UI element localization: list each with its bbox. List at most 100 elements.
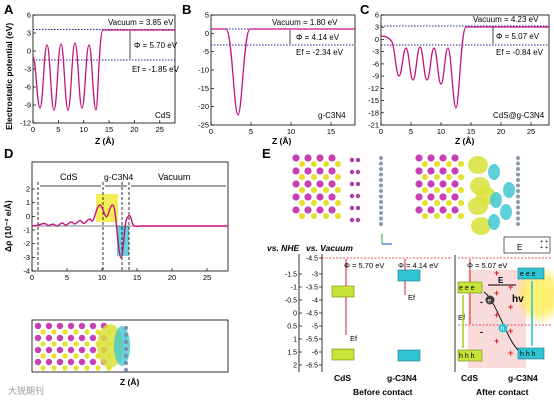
panel-a-xtick-label: 20 [130,125,138,134]
panel-e-cd-right-atom [427,193,435,201]
panel-d-x-ticks: 0 5 10 15 20 25 [30,268,211,282]
panel-e-vac-tick-label: -4 [312,298,318,305]
panel-e-cd-right-atom [451,154,459,162]
panel-d-s-atom [73,365,79,371]
panel-a-ytick-label: -3 [24,65,31,74]
panel-e-recombination-path [483,291,519,351]
panel-c-ytick-label: -18 [368,108,379,117]
panel-d-cd-atom [67,322,75,330]
panel-d-yellow-region [96,194,118,222]
panel-e-s-left-atom [311,161,317,167]
panel-e-side-cd-atom [349,217,355,223]
panel-e-field-box-plus: + [545,245,548,251]
panel-e-cn-right-atom [516,156,520,160]
panel-d-xtick-label: 0 [30,273,34,282]
panel-e-cd-left-atom [304,154,312,162]
panel-b-x-ticks: 0 5 10 15 [209,122,335,136]
panel-e-cd-right-atom [439,154,447,162]
panel-e-side-cd-atom [349,181,355,187]
panel-e-cd-left-atom [292,180,300,188]
panel-a-ytick-label: 0 [27,47,31,56]
panel-e-cd-right-atom [415,206,423,214]
panel-d-cd-atom [78,346,86,354]
panel-e-vac-ticks: -4.5 -3 -3.5 -4 -4.5 -5 -5.5 -6 -6.5 [306,256,322,370]
panel-d-s-atom [51,365,57,371]
panel-e-cd-left-atom [328,154,336,162]
panel-d-ytick-label: 1 [26,198,30,207]
panel-e-vac-tick-label: -4.5 [306,256,318,263]
panel-a-material: CdS [155,111,171,120]
panel-e-cn-left-atom [379,222,383,226]
panel-e-s-right-atom [458,200,464,206]
panel-e-cd-left-atom [292,154,300,162]
panel-e-vac-tick-label: -3.5 [306,285,318,292]
panel-e-cd-right-atom [451,180,459,188]
panel-d-cd-atom [89,322,97,330]
panel-e-cn-right-atom [516,216,520,221]
panel-e-s-left-atom [299,161,305,167]
panel-e-side-cd-atom [349,193,355,199]
panel-d-cd-atom [67,334,75,342]
panel-b-ytick-label: 0 [205,29,209,38]
panel-e-nhe-tick-label: 1 [293,337,297,344]
panel-e-nhe-ticks: -1.5 -1 -0.5 0 0.5 1 1.5 2 [285,272,302,370]
panel-e-density-cyan [500,204,512,220]
panel-d-cn-atom [124,347,128,351]
panel-e-cn-right-atom [516,161,520,166]
panel-e-side-cd-atom [349,157,355,163]
panel-a-xtick-label: 5 [56,125,60,134]
panel-d-cd-atom [34,334,42,342]
panel-e-after-phi: Φ = 5.07 eV [467,261,507,270]
panel-e-field-box-plus: + [540,239,543,245]
panel-c-xlabel: Z (Å) [455,136,475,146]
panel-e-s-left-atom [299,174,305,180]
panel-e-s-left-atom [323,200,329,206]
panel-c: C Vacuum = 4.23 eV Φ = 5.07 eV Ef = -0.8… [360,2,550,146]
panel-b-xtick-label: 10 [287,127,295,136]
panel-a-ytick-label: -9 [24,101,31,110]
panel-d-letter: D [4,146,13,161]
panel-d-cn-atom [124,368,128,372]
panel-e-cn-left-atom [379,161,383,166]
panel-d-s-atom [84,329,90,335]
panel-e-cn-left-atom [379,183,383,188]
panel-e-cd-right-atom [427,167,435,175]
panel-e-structure-images [292,154,520,235]
panel-d-cd-atom [45,358,53,366]
panel-d-cd-atom [34,322,42,330]
panel-e-field-box [503,236,551,254]
panel-c-ytick-label: 3 [375,23,379,32]
panel-e-s-right-atom [458,187,464,193]
panel-c-xtick-label: 25 [527,127,535,136]
panel-e-s-left-atom [335,187,341,193]
panel-e-s-right-atom [458,161,464,167]
panel-d-ytick-label: -4 [23,267,30,276]
panel-e-s-right-atom [458,174,464,180]
panel-d-s-atom [40,341,46,347]
panel-e-cn-right-atom [516,205,520,210]
panel-e-s-left-atom [335,174,341,180]
panel-e-electron-ball [485,295,495,305]
panel-c-ytick-label: -9 [372,72,379,81]
panel-e-density-cyan [488,164,500,180]
panel-e-side-cd-atom [355,193,361,199]
panel-e-side-cd-atom [349,169,355,175]
panel-d-cd-atom [78,358,86,366]
panel-d-cd-atom [56,334,64,342]
panel-a-vacuum-label: Vacuum = 3.85 eV [108,18,174,27]
panel-d-s-atom [40,329,46,335]
panel-e-cn-left-atom [379,194,383,199]
panel-e-cd-right-atom [415,180,423,188]
panel-e-s-right-atom [446,213,452,219]
panel-d-s-atom [84,341,90,347]
panel-e-cd-left-atom [328,193,336,201]
panel-e-s-right-atom [446,161,452,167]
panel-e-s-right-atom [422,213,428,219]
panel-e-cd-left-atom [292,193,300,201]
panel-e-s-left-atom [311,200,317,206]
panel-e-side-cd-atom [355,169,361,175]
panel-e-label-cds-before: CdS [334,373,351,383]
panel-e-s-right-atom [422,161,428,167]
panel-d-xtick-label: 10 [98,273,106,282]
panel-e-plus-charge: + [508,282,513,292]
